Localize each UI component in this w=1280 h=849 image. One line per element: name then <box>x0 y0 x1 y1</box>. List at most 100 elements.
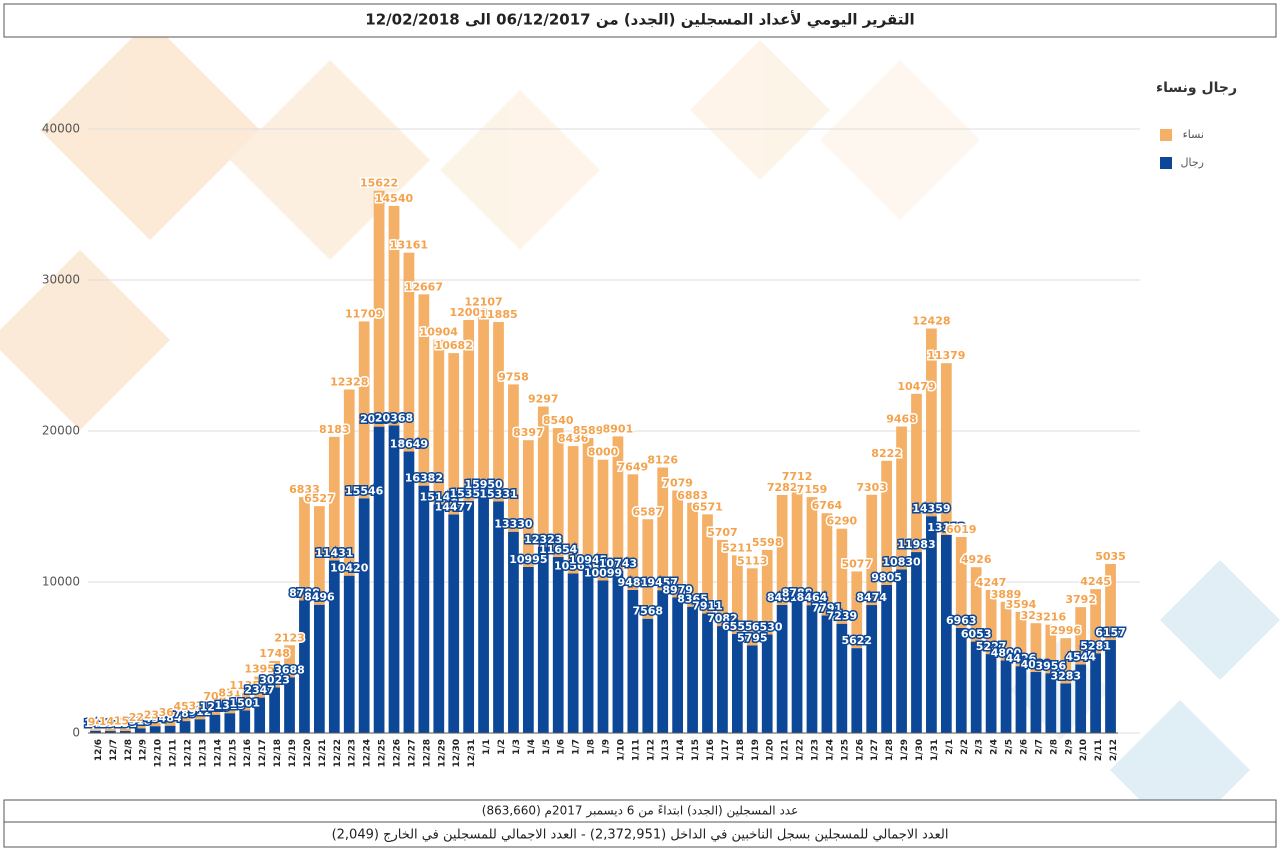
bar-segment <box>1090 653 1101 733</box>
data-label: 1135 <box>229 679 260 692</box>
data-label: 8481 <box>767 591 798 604</box>
bar-segment <box>851 571 863 649</box>
bar-segment <box>134 728 146 733</box>
x-tick-label: 2/3 <box>975 739 985 755</box>
data-label: 12107 <box>464 295 502 308</box>
data-label: 7303 <box>856 481 887 494</box>
legend-title: رجال ونساء <box>1156 80 1237 96</box>
data-label: 4247 <box>976 576 1007 589</box>
bar-segment <box>881 460 892 585</box>
x-tick-label: 1/16 <box>706 739 716 761</box>
data-label: 5281 <box>1080 639 1111 652</box>
bar-segment <box>911 552 922 733</box>
bar-segment <box>717 626 728 733</box>
bar-segment <box>478 309 489 493</box>
data-label: 372 <box>188 700 211 713</box>
x-tick-label: 1/5 <box>542 739 552 755</box>
data-label: 4039 <box>1021 658 1052 671</box>
x-tick-label: 1/31 <box>930 739 940 761</box>
bar-segment <box>448 353 460 515</box>
bar-segment <box>731 555 743 635</box>
x-tick-label: 12/10 <box>154 739 164 767</box>
x-tick-label: 1/15 <box>691 739 701 761</box>
data-label: 4544 <box>1065 650 1096 663</box>
x-tick-label: 2/6 <box>1019 739 1029 755</box>
x-tick-label: 12/7 <box>109 739 119 761</box>
x-tick-label: 1/19 <box>751 739 761 761</box>
bar-segment <box>119 731 131 733</box>
data-label: 7791 <box>812 601 843 614</box>
x-tick-label: 2/9 <box>1064 739 1074 755</box>
bar-segment <box>940 534 952 733</box>
y-tick-label: 20000 <box>42 424 80 438</box>
x-tick-label: 12/9 <box>139 739 149 761</box>
bar-segment <box>1045 624 1057 674</box>
data-label: 2347 <box>244 684 275 697</box>
data-label: 456 <box>174 700 197 713</box>
x-tick-label: 12/28 <box>422 739 432 767</box>
data-label: 15351 <box>450 487 488 500</box>
data-label: 4426 <box>1006 652 1037 665</box>
bar-segment <box>149 726 161 733</box>
data-label: 12323 <box>524 533 562 546</box>
title-box <box>3 3 1277 38</box>
bar-segment <box>328 436 340 561</box>
footer-line: العدد الاجمالي للمسجلين بسجل الناخبين في… <box>332 828 949 843</box>
data-label: 4800 <box>991 647 1022 660</box>
x-tick-label: 1/12 <box>646 739 656 761</box>
x-tick-label: 12/26 <box>393 739 403 767</box>
bar-segment <box>209 714 221 733</box>
bar-segment <box>1075 664 1087 733</box>
x-tick-label: 1/26 <box>855 739 865 761</box>
bar-segment <box>463 319 475 502</box>
bar-segment <box>284 645 295 678</box>
bar-segment <box>284 677 295 733</box>
bar-segment <box>1060 683 1072 733</box>
data-label: 11709 <box>345 307 383 320</box>
bar-segment <box>1015 611 1027 667</box>
x-tick-label: 1/6 <box>557 739 567 755</box>
x-tick-label: 1/14 <box>676 739 686 761</box>
data-label: 3216 <box>1036 611 1067 624</box>
data-label: 1313 <box>214 699 245 712</box>
data-label: 5598 <box>752 536 783 549</box>
x-tick-label: 1/9 <box>602 739 612 755</box>
data-label: 1748 <box>259 647 290 660</box>
bar-segment <box>1045 673 1057 733</box>
x-tick-label: 12/22 <box>333 739 343 767</box>
data-label: 10479 <box>897 380 935 393</box>
data-label: 9758 <box>498 370 529 383</box>
bar-segment <box>896 426 907 570</box>
data-label: 10743 <box>599 557 637 570</box>
bar-segment <box>343 575 355 733</box>
data-label: 7239 <box>827 610 858 623</box>
x-tick-label: 12/15 <box>228 739 238 767</box>
bar-segment <box>970 641 982 733</box>
data-label: 6527 <box>304 492 335 505</box>
data-label: 7568 <box>632 605 663 618</box>
data-label: 8788 <box>289 586 320 599</box>
bar-segment <box>955 627 967 733</box>
x-tick-label: 2/7 <box>1034 739 1044 755</box>
data-label: 94 <box>88 715 104 728</box>
data-label: 11379 <box>927 349 965 362</box>
y-tick-label: 40000 <box>42 122 80 136</box>
data-label: 2996 <box>1050 624 1081 637</box>
data-label: 3792 <box>1065 593 1096 606</box>
bar-segment <box>567 573 579 733</box>
data-label: 10099 <box>584 567 622 580</box>
data-label: 131 <box>114 717 137 730</box>
data-label: 6963 <box>946 614 977 627</box>
bar-segment <box>911 393 922 553</box>
bar-segment <box>478 492 489 733</box>
bar-segment <box>582 438 594 568</box>
bar-segment <box>433 504 445 733</box>
bar-segment <box>179 714 191 722</box>
x-tick-label: 1/28 <box>885 739 895 761</box>
bar-segment <box>1015 666 1027 733</box>
data-label: 1213 <box>200 701 231 714</box>
bar-segment <box>791 600 803 733</box>
x-tick-label: 1/23 <box>810 739 820 761</box>
bar-segment <box>940 363 952 535</box>
bar-segment <box>358 498 370 733</box>
